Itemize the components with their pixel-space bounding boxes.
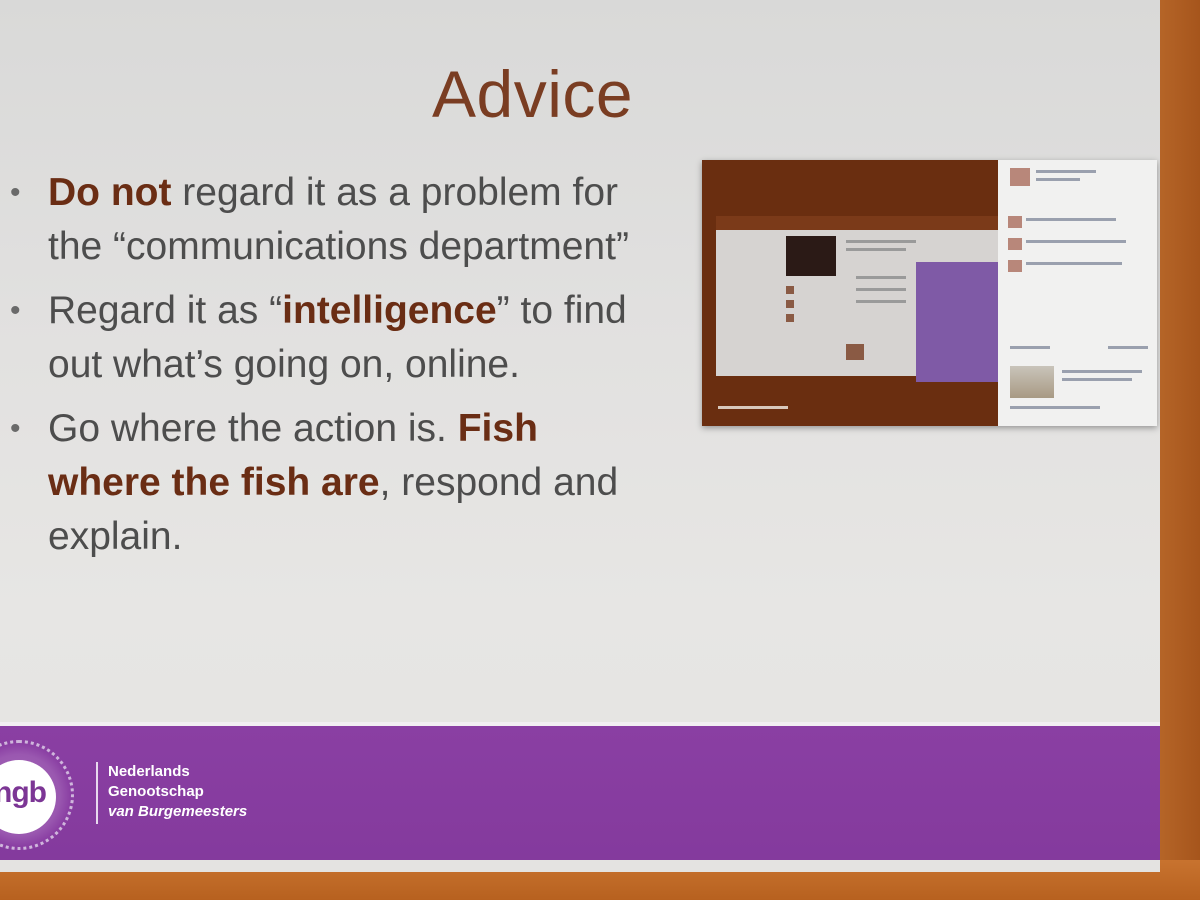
bullet-text: , respond and explain. xyxy=(48,461,619,558)
bullet-text: ” to find out what’s going on, online. xyxy=(48,289,627,386)
projection-wall-right xyxy=(1152,0,1200,900)
screenshot-comments-panel xyxy=(998,160,1157,426)
avatar xyxy=(1008,260,1022,272)
embedded-screenshot xyxy=(702,160,1157,426)
bullet-item: • Go where the action is. Fish where the… xyxy=(8,402,658,564)
screenshot-text-line xyxy=(1026,262,1122,265)
avatar xyxy=(1010,168,1030,186)
bullet-item: • Do not regard it as a problem for the … xyxy=(8,166,658,274)
screenshot-text-line xyxy=(856,288,906,291)
screenshot-photo xyxy=(786,236,836,276)
ngb-logo-text: ngb xyxy=(0,776,47,809)
footer-band xyxy=(0,726,1160,860)
bullet-item: • Regard it as “intelligence” to find ou… xyxy=(8,284,658,392)
screenshot-thumb xyxy=(846,344,864,360)
screenshot-thumb xyxy=(786,286,794,294)
screenshot-text-line xyxy=(856,276,906,279)
bullet-text: Go where the action is. xyxy=(48,407,458,450)
screenshot-text-line xyxy=(1026,218,1116,221)
bullet-list: • Do not regard it as a problem for the … xyxy=(8,166,658,574)
screenshot-photo xyxy=(1010,366,1054,398)
bullet-bold-text: intelligence xyxy=(282,289,497,332)
screenshot-page xyxy=(716,216,1012,382)
screenshot-text-line xyxy=(1036,170,1096,173)
screenshot-text-line xyxy=(846,240,916,243)
screenshot-text-line xyxy=(846,248,906,251)
screenshot-header-bar xyxy=(716,216,998,230)
organization-name: Nederlands Genootschap van Burgemeesters xyxy=(108,762,247,822)
screenshot-text-line xyxy=(1026,240,1126,243)
bullet-text: regard it as a problem for the “communic… xyxy=(48,171,629,268)
footer-divider xyxy=(96,762,98,824)
bullet-dot: • xyxy=(10,412,21,445)
bullet-text: Regard it as “ xyxy=(48,289,283,332)
screenshot-text-line xyxy=(1036,178,1080,181)
slide-title: Advice xyxy=(432,57,634,131)
presentation-slide: Advice • Do not regard it as a problem f… xyxy=(0,0,1160,872)
bullet-dot: • xyxy=(10,176,21,209)
screenshot-caption xyxy=(718,406,788,409)
avatar xyxy=(1008,216,1022,228)
screenshot-text-line xyxy=(1010,346,1050,349)
screenshot-text-line xyxy=(856,300,906,303)
screenshot-text-line xyxy=(1010,406,1100,409)
screenshot-thumb xyxy=(786,314,794,322)
screenshot-video-panel xyxy=(702,160,1012,426)
footer-divider-line xyxy=(0,722,1160,726)
avatar xyxy=(1008,238,1022,250)
org-line-1: Nederlands xyxy=(108,763,190,780)
bullet-bold-text: Do not xyxy=(48,171,172,214)
screenshot-thumb xyxy=(786,300,794,308)
bullet-dot: • xyxy=(10,294,21,327)
bullet-bold-text: Fish where the fish are xyxy=(48,407,538,504)
screenshot-sidebar xyxy=(916,262,1012,382)
org-line-3: van Burgemeesters xyxy=(108,803,248,820)
screenshot-text-line xyxy=(1062,378,1132,381)
screenshot-text-line xyxy=(1108,346,1148,349)
org-line-2: Genootschap xyxy=(108,783,204,800)
screenshot-text-line xyxy=(1062,370,1142,373)
